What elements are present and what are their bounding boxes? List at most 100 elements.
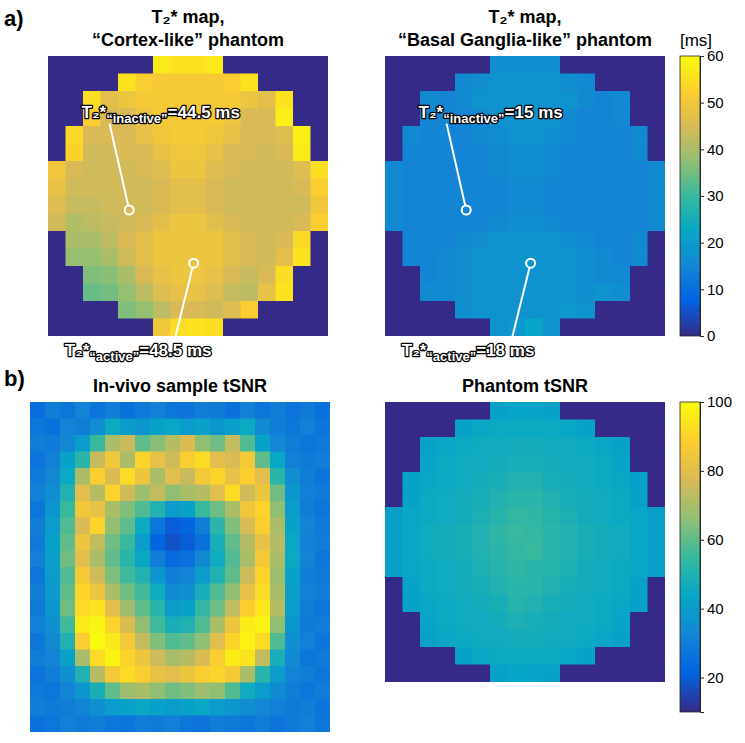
heatmap-cell [595, 231, 613, 249]
heatmap-cell [285, 534, 301, 551]
heatmap-cell [455, 74, 473, 92]
heatmap-cell [195, 699, 211, 716]
heatmap-cell [385, 144, 403, 162]
heatmap-cell [135, 435, 151, 452]
heatmap-cell [403, 266, 421, 284]
heatmap-cell [30, 501, 46, 518]
heatmap-cell [630, 525, 648, 543]
heatmap-cell [165, 402, 181, 419]
heatmap-cell [60, 402, 76, 419]
heatmap-cell [543, 402, 561, 420]
heatmap-cell [420, 161, 438, 179]
heatmap-cell [595, 525, 613, 543]
heatmap-cell [420, 595, 438, 613]
heatmap-cell [75, 666, 91, 683]
heatmap-cell [543, 266, 561, 284]
heatmap-cell [225, 633, 241, 650]
heatmap-cell [285, 600, 301, 617]
heatmap-cell [630, 319, 648, 337]
heatmap-cell [293, 74, 311, 92]
heatmap-cell [225, 617, 241, 634]
heatmap-cell [105, 501, 121, 518]
heatmap-cell [171, 214, 189, 232]
heatmap-cell [45, 633, 61, 650]
heatmap-cell [241, 144, 259, 162]
heatmap-cell [438, 577, 456, 595]
heatmap-cell [195, 419, 211, 436]
heatmap-cell [613, 525, 631, 543]
heatmap-cell [270, 501, 286, 518]
heatmap-cell [48, 74, 66, 92]
heatmap-cell [385, 319, 403, 337]
heatmap-cell [105, 419, 121, 436]
heatmap-cell [45, 485, 61, 502]
heatmap-cell [578, 472, 596, 490]
heatmap-cell [270, 551, 286, 568]
heatmap-cell [438, 231, 456, 249]
heatmap-cell [420, 144, 438, 162]
heatmap-cell [206, 74, 224, 92]
heatmap-cell [120, 551, 136, 568]
heatmap-cell [630, 630, 648, 648]
heatmap-cell [560, 472, 578, 490]
heatmap-cell [311, 126, 329, 144]
heatmap-cell [293, 266, 311, 284]
heatmap-cell [473, 74, 491, 92]
heatmap-cell [438, 542, 456, 560]
heatmap-cell [258, 214, 276, 232]
heatmap-cell [258, 91, 276, 109]
colorbar-tick-label: 60 [707, 531, 724, 548]
heatmap-cell [255, 419, 271, 436]
heatmap-cell [45, 567, 61, 584]
heatmap-cell [403, 577, 421, 595]
heatmap-cell [613, 542, 631, 560]
heatmap-cell [560, 249, 578, 267]
heatmap-cell [525, 455, 543, 473]
heatmap-cell [543, 490, 561, 508]
heatmap-cell [241, 56, 259, 74]
heatmap-cell [75, 650, 91, 667]
heatmap-cell [438, 214, 456, 232]
heatmap-cell [180, 551, 196, 568]
heatmap-cell [508, 612, 526, 630]
heatmap-cell [255, 452, 271, 469]
heatmap-cell [120, 650, 136, 667]
heatmap-cell [210, 402, 226, 419]
heatmap-cell [210, 485, 226, 502]
heatmap-cell [648, 665, 666, 683]
heatmap-cell [473, 144, 491, 162]
heatmap-cell [188, 214, 206, 232]
heatmap-cell [648, 647, 666, 665]
leader-line [175, 263, 194, 339]
heatmap-cell [560, 630, 578, 648]
heatmap-cell [75, 699, 91, 716]
heatmap-cell [490, 301, 508, 319]
heatmap-cell [560, 266, 578, 284]
annotation-dot [526, 259, 535, 268]
heatmap-cell [118, 56, 136, 74]
heatmap-cell [83, 319, 101, 337]
heatmap-cell [578, 455, 596, 473]
heatmap-cell [300, 435, 316, 452]
heatmap-cell [300, 683, 316, 700]
heatmap-cell [403, 179, 421, 197]
annotation-subscript: “active” [89, 349, 139, 364]
heatmap-cell [270, 716, 286, 733]
heatmap-cell [270, 518, 286, 535]
heatmap-cell [30, 584, 46, 601]
heatmap-cell [105, 716, 121, 733]
heatmap-cell [171, 74, 189, 92]
heatmap-cell [578, 301, 596, 319]
heatmap-cell [438, 74, 456, 92]
heatmap-cell [118, 284, 136, 302]
heatmap-cell [135, 633, 151, 650]
heatmap-cell [630, 647, 648, 665]
heatmap-cell [578, 437, 596, 455]
heatmap-cell [258, 231, 276, 249]
heatmap-cell [630, 214, 648, 232]
heatmap-cell [385, 455, 403, 473]
heatmap-cell [75, 468, 91, 485]
heatmap-cell [560, 437, 578, 455]
heatmap-cell [66, 266, 84, 284]
heatmap-cell [150, 551, 166, 568]
